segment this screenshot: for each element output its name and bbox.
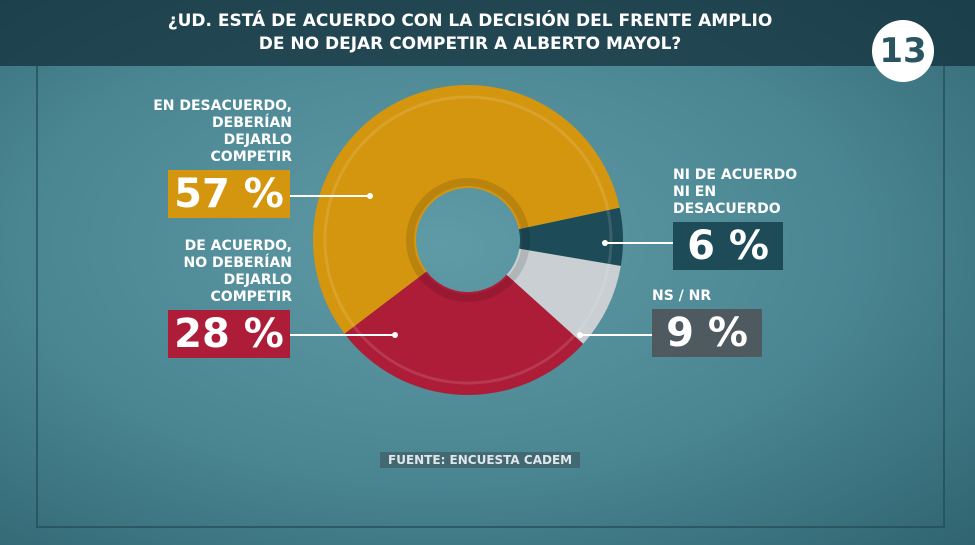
leader-dot [577, 332, 583, 338]
donut-slice [506, 248, 621, 344]
donut-slice [312, 84, 620, 334]
leader-dot [367, 193, 373, 199]
leader-dot [602, 240, 608, 246]
value-label: 28 % [168, 310, 290, 358]
category-label: NI DE ACUERDO NI EN DESACUERDO [673, 167, 798, 217]
leader-dot [392, 332, 398, 338]
value-label: 6 % [673, 222, 783, 270]
donut-rim [323, 95, 613, 385]
category-label: NS / NR [652, 288, 712, 304]
donut-slice [344, 271, 584, 395]
value-label: 57 % [168, 170, 290, 218]
category-label: DE ACUERDO, NO DEBERÍAN DEJARLO COMPETIR [183, 238, 292, 305]
title-bar [0, 0, 975, 66]
source: FUENTE: ENCUESTA CADEM [380, 452, 581, 468]
donut-hole-rim [406, 178, 530, 302]
chart-title: ¿UD. ESTÁ DE ACUERDO CON LA DECISIÓN DEL… [167, 11, 773, 54]
category-label: EN DESACUERDO, DEBERÍAN DEJARLO COMPETIR [153, 98, 292, 165]
channel-logo: 13 [872, 20, 934, 82]
frame [36, 66, 945, 528]
value-label: 9 % [652, 309, 762, 357]
donut-slice [518, 207, 624, 266]
